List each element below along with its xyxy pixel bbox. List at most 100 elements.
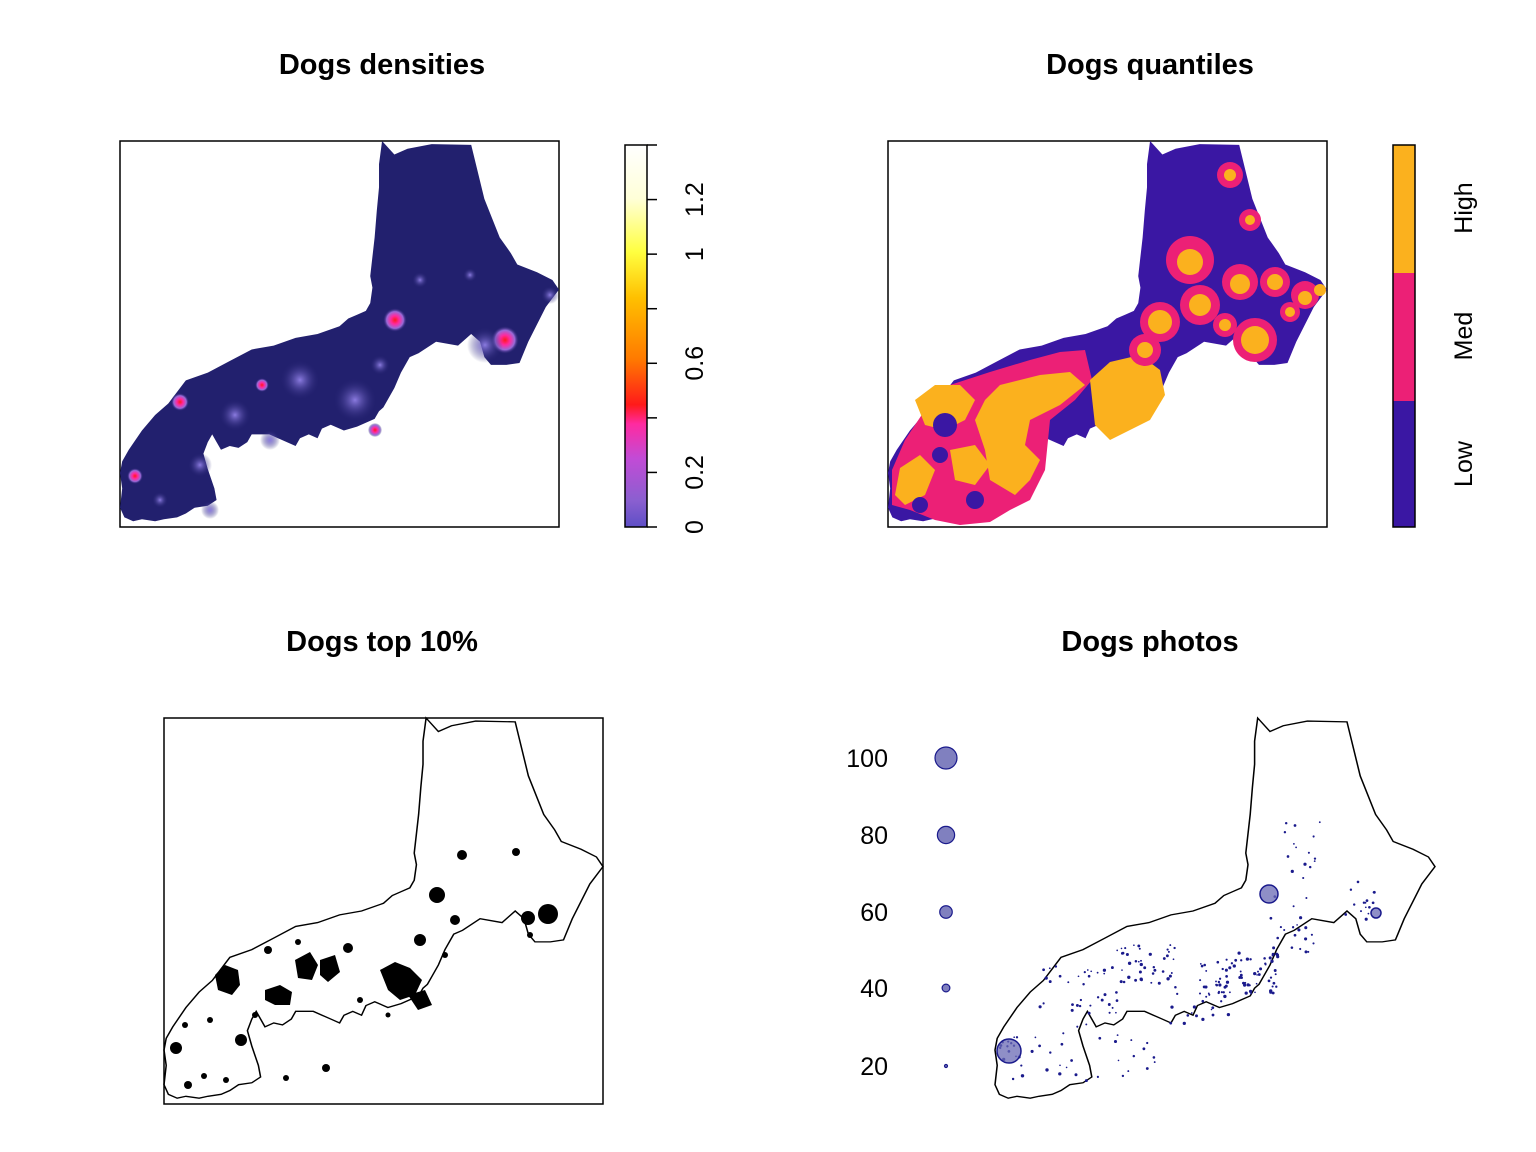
photo-point bbox=[1121, 1074, 1125, 1078]
photo-point bbox=[1307, 851, 1310, 854]
photo-point bbox=[1030, 1049, 1034, 1053]
photo-point bbox=[1111, 1006, 1114, 1009]
photo-point bbox=[1124, 947, 1127, 950]
photo-point bbox=[1151, 972, 1155, 975]
photo-point bbox=[1225, 975, 1228, 978]
photo-point bbox=[1291, 926, 1295, 929]
photo-point bbox=[1216, 960, 1220, 964]
density-tick-label: 0 bbox=[681, 520, 709, 534]
photo-point bbox=[1167, 950, 1170, 953]
photo-point bbox=[1186, 1014, 1190, 1017]
photo-point bbox=[1044, 976, 1048, 980]
photo-point bbox=[1248, 989, 1253, 994]
photo-point bbox=[1117, 1059, 1120, 1062]
legend-bubble bbox=[936, 825, 956, 845]
photo-point bbox=[1290, 869, 1294, 874]
photos-size-legend: 100 80 60 40 20 bbox=[846, 745, 958, 1081]
photo-point bbox=[1140, 959, 1142, 962]
photo-point bbox=[1253, 971, 1257, 976]
photo-point bbox=[1304, 950, 1308, 954]
photo-point bbox=[1215, 983, 1218, 986]
photo-point bbox=[1344, 913, 1348, 916]
quantile-map-med-high bbox=[892, 350, 1165, 525]
photo-point bbox=[1077, 975, 1080, 978]
photo-point bbox=[1015, 1036, 1019, 1039]
quantile-colorbar bbox=[1392, 144, 1416, 528]
photo-point bbox=[1103, 972, 1106, 975]
photo-point bbox=[1217, 980, 1221, 984]
photo-point bbox=[1153, 968, 1157, 972]
photo-point bbox=[1199, 963, 1202, 965]
photo-point bbox=[1356, 880, 1360, 884]
photo-point bbox=[1013, 1036, 1016, 1039]
photo-point bbox=[1271, 991, 1275, 995]
top10-areas bbox=[170, 848, 558, 1089]
photo-bubbles bbox=[996, 884, 1382, 1064]
photo-point bbox=[1276, 936, 1279, 940]
photo-point bbox=[1208, 993, 1211, 996]
photo-point bbox=[1286, 855, 1290, 858]
photo-point bbox=[1257, 970, 1259, 973]
photo-point bbox=[1211, 1013, 1215, 1017]
photo-point bbox=[1273, 969, 1277, 972]
photo-point bbox=[1263, 957, 1266, 960]
photo-point bbox=[1269, 976, 1273, 979]
panel-title-top10: Dogs top 10% bbox=[286, 626, 478, 658]
photo-point bbox=[1096, 1075, 1099, 1078]
photo-point bbox=[1170, 1005, 1174, 1009]
photo-point bbox=[1276, 955, 1280, 959]
photo-point bbox=[1305, 896, 1308, 900]
quantile-label-med: Med bbox=[1450, 312, 1478, 361]
photo-point bbox=[1134, 978, 1138, 982]
photo-point bbox=[1249, 958, 1252, 961]
photo-point bbox=[1048, 980, 1052, 984]
photo-point bbox=[1228, 991, 1231, 994]
photo-point bbox=[1172, 958, 1175, 961]
photo-point bbox=[1255, 982, 1258, 985]
photo-point bbox=[1284, 821, 1288, 825]
photo-point bbox=[1199, 979, 1202, 982]
panel-photos: Dogs photos 100 80 60 40 20 bbox=[846, 626, 1435, 1098]
quantile-label-high: High bbox=[1450, 182, 1478, 233]
legend-bubble-label: 80 bbox=[860, 822, 888, 850]
photo-point bbox=[1084, 1079, 1088, 1083]
photo-point bbox=[1272, 981, 1276, 985]
photo-point bbox=[1034, 1036, 1037, 1039]
panel-quantiles: Dogs quantiles bbox=[887, 49, 1478, 528]
photo-point bbox=[1152, 965, 1156, 969]
photo-point bbox=[1250, 992, 1252, 995]
plot-frame-densities bbox=[119, 140, 560, 528]
photo-point bbox=[1270, 959, 1274, 963]
density-tick-label: 0.2 bbox=[681, 455, 709, 490]
photo-point bbox=[1157, 981, 1161, 985]
photo-point bbox=[1096, 996, 1100, 999]
photo-point bbox=[1139, 962, 1143, 967]
photo-point bbox=[1296, 924, 1298, 926]
photo-point bbox=[1218, 977, 1222, 980]
photo-point bbox=[1297, 928, 1301, 932]
photo-point bbox=[1142, 1047, 1146, 1051]
photo-point bbox=[1349, 888, 1353, 891]
photo-point bbox=[1076, 1025, 1079, 1028]
photo-point bbox=[1176, 992, 1179, 996]
density-tick-label: 0.6 bbox=[681, 346, 709, 381]
photo-point bbox=[1365, 899, 1369, 902]
photo-point bbox=[1133, 944, 1135, 947]
panel-title-quantiles: Dogs quantiles bbox=[1046, 49, 1254, 81]
legend-bubble-label: 20 bbox=[860, 1053, 888, 1081]
photo-point bbox=[1368, 905, 1371, 909]
photo-point bbox=[1246, 983, 1250, 987]
photo-point bbox=[1054, 965, 1058, 968]
photo-point bbox=[1293, 933, 1297, 937]
photo-point bbox=[1103, 993, 1107, 997]
panel-title-photos: Dogs photos bbox=[1061, 626, 1238, 658]
photo-point bbox=[1244, 991, 1248, 995]
photo-point bbox=[1269, 916, 1273, 920]
photo-point bbox=[1215, 980, 1217, 983]
photo-point bbox=[1211, 1006, 1215, 1010]
photo-point bbox=[1228, 966, 1232, 970]
photo-point bbox=[1115, 991, 1118, 994]
photo-point bbox=[1237, 951, 1241, 955]
photo-bubble bbox=[996, 1038, 1022, 1064]
photo-point bbox=[1210, 1008, 1213, 1011]
